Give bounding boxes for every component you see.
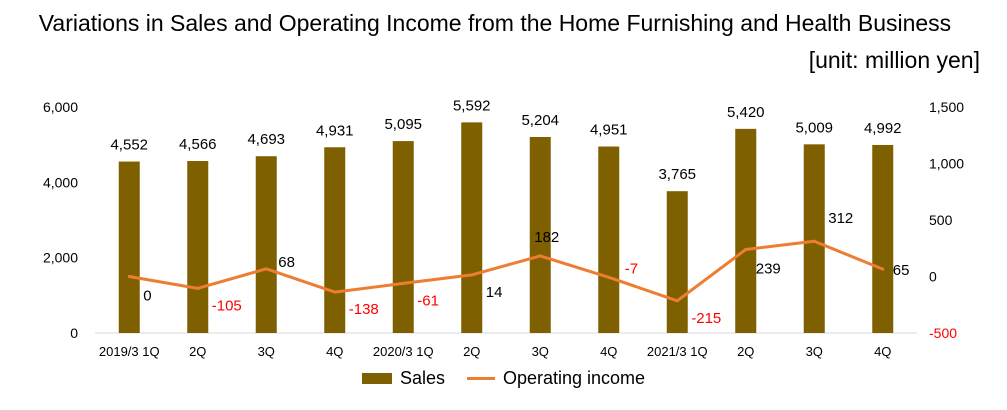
x-category-label: 2Q (189, 344, 206, 359)
sales-bar (187, 161, 209, 333)
operating-income-point (881, 267, 885, 271)
sales-bar (118, 161, 140, 333)
operating-income-point (812, 239, 816, 243)
x-category-label: 2Q (737, 344, 754, 359)
x-category-label: 4Q (326, 344, 343, 359)
sales-data-label: 5,592 (453, 97, 491, 114)
legend-item-sales: Sales (361, 368, 445, 389)
operating-income-point (744, 247, 748, 251)
legend-label-operating-income: Operating income (502, 368, 646, 388)
sales-bar (461, 122, 483, 333)
y-right-tick-label: 1,000 (929, 156, 964, 172)
operating-income-line (128, 239, 884, 303)
operating-income-data-label: 182 (534, 229, 559, 246)
sales-data-label: 4,552 (110, 137, 148, 154)
sales-bar (735, 128, 757, 333)
operating-income-data-label: -61 (417, 292, 439, 309)
x-category-label: 3Q (806, 344, 823, 359)
chart-legend: Sales Operating income (0, 368, 1007, 389)
sales-data-label: 3,765 (658, 166, 696, 183)
sales-data-label: 5,009 (795, 119, 833, 136)
operating-income-point (264, 267, 268, 271)
operating-income-data-label: 0 (143, 288, 151, 305)
y-left-tick-label: 2,000 (43, 250, 78, 266)
operating-income-data-label: -105 (212, 297, 242, 314)
x-category-label: 4Q (874, 344, 891, 359)
y-right-tick-label: 1,500 (929, 99, 964, 115)
sales-bar (872, 144, 894, 333)
operating-income-data-label: 68 (278, 254, 295, 271)
x-category-label: 4Q (600, 344, 617, 359)
operating-income-point (127, 275, 131, 278)
y-right-tick-label: 0 (929, 269, 937, 285)
legend-label-sales: Sales (399, 368, 445, 388)
y-left-tick-label: 0 (70, 325, 78, 341)
operating-income-data-label: -7 (625, 260, 638, 277)
operating-income-point (470, 273, 474, 277)
sales-data-label: 5,420 (727, 104, 765, 121)
sales-data-label: 5,095 (384, 116, 422, 133)
operating-income-data-label: 14 (486, 284, 503, 301)
unit-label: [unit: million yen] (808, 47, 980, 73)
operating-income-point (675, 299, 679, 303)
x-category-label: 2021/3 1Q (647, 344, 708, 359)
chart-title: Variations in Sales and Operating Income… (38, 10, 952, 36)
operating-income-data-label: -215 (691, 310, 721, 327)
sales-bar (392, 141, 414, 333)
sales-bar (666, 191, 688, 333)
x-category-label: 3Q (532, 344, 549, 359)
operating-income-point (538, 254, 542, 258)
legend-swatch-sales (361, 373, 392, 384)
sales-data-label: 4,931 (316, 122, 354, 139)
sales-data-label: 4,951 (590, 122, 628, 139)
y-left-tick-label: 6,000 (43, 99, 78, 115)
operating-income-data-label: 239 (756, 260, 781, 277)
y-left-tick-label: 4,000 (43, 174, 78, 190)
sales-bar (529, 136, 551, 333)
operating-income-point (196, 286, 200, 290)
operating-income-point (333, 290, 337, 294)
operating-income-data-label: -138 (349, 301, 379, 318)
legend-swatch-operating-income (466, 377, 495, 380)
sales-bar (324, 147, 346, 333)
operating-income-data-label: 65 (893, 262, 910, 279)
sales-bar (255, 156, 277, 333)
sales-bar (598, 146, 620, 333)
operating-income-data-label: 312 (828, 210, 853, 227)
x-category-label: 2019/3 1Q (99, 344, 160, 359)
x-category-label: 2020/3 1Q (373, 344, 434, 359)
x-category-label: 2Q (463, 344, 480, 359)
operating-income-point (401, 281, 405, 285)
legend-item-operating-income: Operating income (466, 368, 646, 389)
sales-bar (803, 144, 825, 333)
operating-income-point (607, 275, 611, 279)
sales-data-label: 4,566 (179, 136, 217, 153)
sales-data-label: 4,992 (864, 120, 902, 137)
sales-data-label: 4,693 (247, 131, 285, 148)
y-right-tick-label: -500 (929, 325, 957, 341)
y-right-tick-label: 500 (929, 212, 953, 228)
sales-data-label: 5,204 (521, 112, 559, 129)
x-category-label: 3Q (258, 344, 275, 359)
